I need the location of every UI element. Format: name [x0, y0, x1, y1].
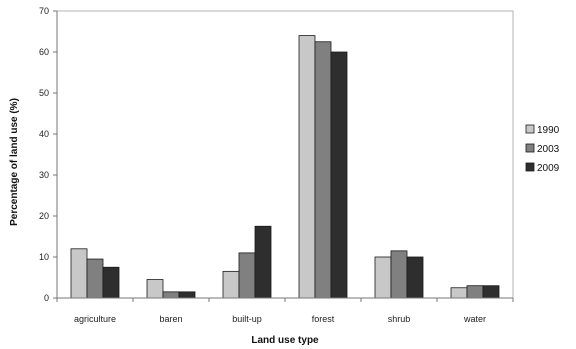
bar-built-up-1990	[222, 270, 240, 299]
bar-baren-1990	[146, 279, 164, 299]
y-tick-label: 50	[39, 88, 49, 98]
bar-agriculture-1990	[70, 248, 88, 299]
x-tick-label: forest	[312, 314, 335, 324]
x-tick-label: agriculture	[74, 314, 116, 324]
x-tick-label: baren	[159, 314, 182, 324]
y-ticks: 0 10 20 30 40 50 60 70	[39, 6, 57, 303]
y-tick-label: 40	[39, 129, 49, 139]
legend-label-2003: 2003	[537, 144, 560, 155]
x-tick-label: shrub	[388, 314, 411, 324]
legend-swatch-2009	[525, 162, 535, 172]
bar-built-up-2003	[238, 252, 256, 299]
bar-agriculture-2003	[86, 258, 104, 299]
legend-label-1990: 1990	[537, 125, 560, 136]
y-tick-label: 60	[39, 47, 49, 57]
y-tick-label: 70	[39, 6, 49, 16]
bar-forest-2009	[330, 51, 348, 299]
bar-shrub-2003	[390, 250, 408, 299]
y-tick-label: 10	[39, 252, 49, 262]
y-tick-label: 0	[44, 293, 49, 303]
bar-baren-2003	[162, 291, 180, 299]
legend: 1990 2003 2009	[525, 124, 560, 174]
legend-label-2009: 2009	[537, 163, 560, 174]
bar-agriculture-2009	[102, 266, 120, 299]
bar-shrub-2009	[406, 256, 424, 299]
bar-built-up-2009	[254, 225, 272, 299]
bar-water-2009	[482, 285, 500, 299]
x-tick-label: water	[463, 314, 486, 324]
y-tick-label: 30	[39, 170, 49, 180]
plot-frame	[56, 10, 514, 299]
y-tick-label: 20	[39, 211, 49, 221]
bar-water-1990	[450, 287, 468, 299]
x-axis-title: Land use type	[251, 335, 319, 346]
bar-water-2003	[466, 285, 484, 299]
x-ticks: agriculture baren built-up forest shrub water	[56, 298, 514, 324]
x-tick-label: built-up	[232, 314, 262, 324]
bar-forest-1990	[298, 35, 316, 299]
bar-shrub-1990	[374, 256, 392, 299]
bars	[70, 35, 500, 299]
bar-forest-2003	[314, 41, 332, 299]
legend-swatch-2003	[525, 143, 535, 153]
legend-swatch-1990	[525, 124, 535, 134]
y-axis-title: Percentage of land use (%)	[9, 98, 20, 226]
bar-baren-2009	[178, 291, 196, 299]
